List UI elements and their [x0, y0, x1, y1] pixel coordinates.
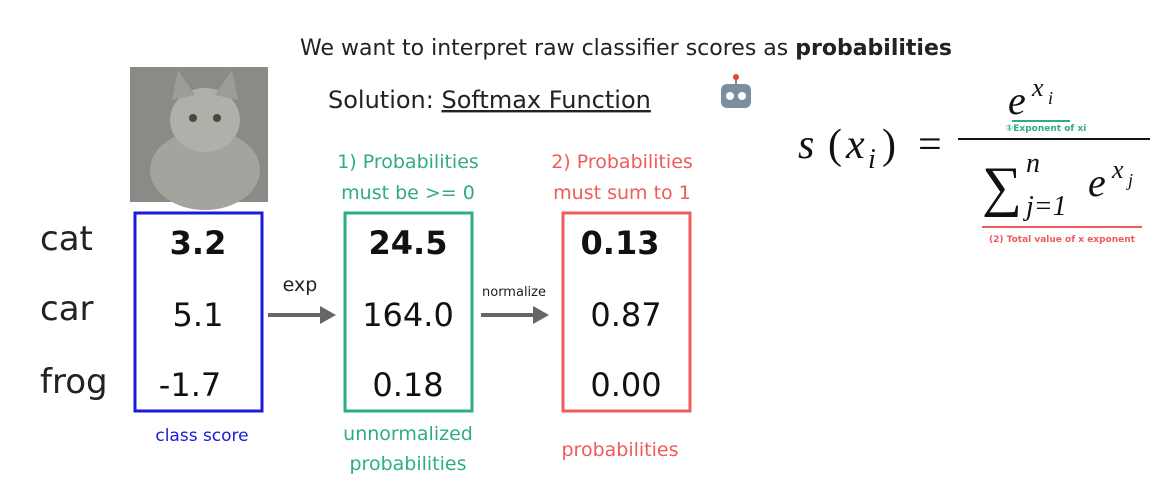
solution-text: Solution: [328, 86, 441, 114]
formula-part: x [1111, 155, 1124, 184]
note-underline [1012, 120, 1070, 122]
value: 24.5 [369, 224, 448, 262]
title-emphasis: probabilities [795, 36, 952, 61]
formula-part: n [1026, 148, 1040, 179]
title: We want to interpret raw classifier scor… [300, 36, 952, 61]
formula-part: j [1126, 170, 1133, 190]
class-label: cat [40, 219, 93, 259]
arrow-label: exp [283, 274, 318, 296]
class-labels: cat car frog [40, 219, 108, 402]
value: 5.1 [173, 296, 224, 334]
class-label: frog [40, 362, 108, 402]
formula-part: ) [882, 122, 896, 168]
formula-part: j=1 [1023, 191, 1067, 222]
score-box [133, 211, 264, 413]
note-underline [982, 226, 1142, 228]
formula-note: (2) Total value of x exponent [989, 235, 1136, 245]
value: -1.7 [159, 366, 221, 404]
arrow-label: normalize [482, 285, 546, 300]
robot-icon [721, 74, 751, 108]
value: 0.00 [590, 366, 661, 404]
heading: must be >= 0 [341, 182, 475, 204]
formula-part: e [1088, 160, 1106, 205]
formula-part: i [868, 144, 876, 175]
formula-part: e [1008, 78, 1026, 123]
cat-image [130, 67, 268, 210]
caption: probabilities [350, 453, 467, 475]
value: 164.0 [362, 296, 454, 334]
caption: probabilities [562, 439, 679, 461]
formula-note: ①Exponent of xi [1006, 124, 1087, 134]
formula-part: x [1031, 73, 1044, 102]
value: 0.18 [372, 366, 443, 404]
formula-part: ∑ [982, 156, 1022, 218]
heading: 1) Probabilities [337, 151, 479, 173]
solution: Solution: Softmax Function [328, 86, 651, 114]
values: 3.2 5.1 -1.7 24.5 164.0 0.18 0.13 0.87 0… [159, 224, 662, 404]
heading: must sum to 1 [553, 182, 691, 204]
caption: unnormalized [343, 423, 473, 445]
title-text: We want to interpret raw classifier scor… [300, 36, 795, 61]
prob-box [561, 211, 692, 413]
solution-emphasis: Softmax Function [441, 86, 650, 114]
formula-part: = [918, 122, 942, 168]
formula-part: s [798, 122, 814, 168]
exp-box [343, 211, 474, 413]
arrows: exp normalize [268, 274, 549, 324]
formula-part: x [845, 122, 865, 168]
value: 0.13 [581, 224, 660, 262]
formula-part: i [1048, 88, 1053, 108]
headings: 1) Probabilities must be >= 0 2) Probabi… [155, 151, 692, 475]
formula: s ( x i ) = e x i ①Exponent of xi ∑ n j=… [798, 73, 1150, 245]
value: 3.2 [170, 224, 227, 262]
caption: class score [155, 426, 248, 446]
formula-part: ( [828, 122, 842, 168]
class-label: car [40, 289, 94, 329]
heading: 2) Probabilities [551, 151, 693, 173]
value: 0.87 [590, 296, 661, 334]
